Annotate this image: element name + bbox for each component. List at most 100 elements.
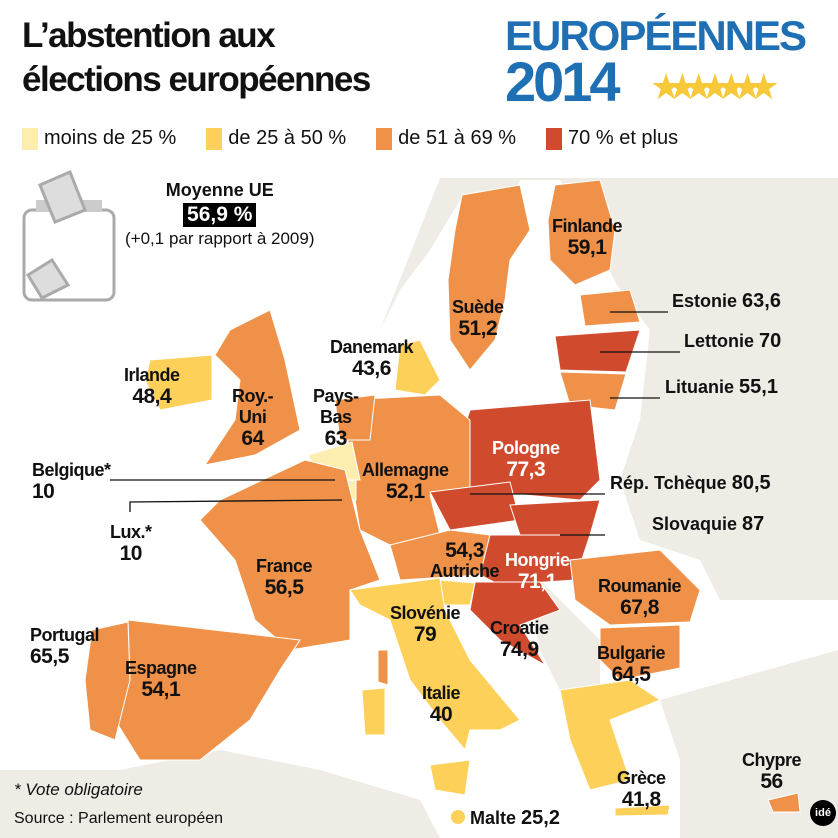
- legend-label: de 51 à 69 %: [398, 127, 517, 149]
- country-name: Uni: [238, 407, 267, 427]
- label-malte: Malte 25,2: [470, 807, 560, 830]
- country-italie-sicile: [429, 759, 471, 796]
- country-name: Chypre: [742, 750, 802, 770]
- country-name: Bulgarie: [597, 643, 666, 663]
- country-name: Hongrie: [505, 550, 570, 570]
- country-name: Croatie: [490, 618, 549, 638]
- legend-label: 70 % et plus: [568, 127, 679, 149]
- country-name: Lettonie: [684, 331, 754, 351]
- country-name: Espagne: [125, 658, 197, 678]
- label-finlande: Finlande 59,1: [552, 216, 623, 258]
- country-name: Pays-: [313, 386, 359, 406]
- country-value: 63: [324, 427, 348, 450]
- country-name: Portugal: [30, 625, 100, 645]
- country-irlande: [144, 354, 213, 411]
- country-slovaquie: [509, 499, 601, 536]
- country-value: 79: [413, 623, 437, 646]
- average-value: 56,9 %: [183, 203, 257, 227]
- country-value: 25,2: [521, 807, 560, 829]
- legend-swatch: [546, 127, 563, 150]
- page-title: L’abstention aux élections européennes: [22, 14, 371, 102]
- country-roumanie: [569, 549, 701, 626]
- country-value: 54,1: [141, 678, 181, 701]
- country-name: Roumanie: [598, 576, 682, 596]
- leader-lines: [110, 311, 680, 536]
- legend-swatch: [22, 127, 38, 150]
- country-value: 80,5: [731, 472, 771, 494]
- label-espagne: Espagne 54,1: [125, 658, 197, 700]
- country-value: 10: [32, 480, 55, 503]
- legend-label: de 25 à 50 %: [228, 127, 347, 149]
- country-value: 43,6: [352, 357, 391, 380]
- country-value: 54,3: [445, 539, 484, 562]
- country-name: Lux.*: [110, 522, 152, 542]
- country-name: Slovénie: [390, 603, 461, 623]
- country-name: Pologne: [492, 438, 560, 458]
- country-name: Italie: [422, 683, 461, 703]
- label-lettonie: Lettonie 70: [684, 330, 781, 353]
- label-italie: Italie 40: [422, 683, 461, 726]
- logo-line-2: 2014: [505, 50, 621, 113]
- label-slovaquie: Slovaquie 87: [652, 513, 764, 536]
- country-lituanie: [559, 371, 627, 411]
- country-slovenie: [439, 579, 476, 606]
- label-tcheque: Rép. Tchèque 80,5: [610, 472, 771, 495]
- country-name: Belgique*: [32, 460, 111, 480]
- label-royuni: Roy.- Uni 64: [232, 386, 274, 449]
- country-value: 87: [742, 513, 765, 535]
- country-value: 67,8: [620, 596, 659, 619]
- label-roumanie: Roumanie 67,8: [598, 576, 682, 619]
- label-belgique: Belgique* 10: [32, 460, 111, 502]
- country-name: Slovaquie: [652, 514, 738, 534]
- country-danemark: [394, 339, 441, 396]
- country-name: Irlande: [124, 365, 180, 385]
- title-line-2: élections européennes: [22, 60, 371, 99]
- country-lettonie: [554, 329, 641, 373]
- country-value: 40: [429, 703, 453, 726]
- ide-logo: idé: [810, 800, 836, 826]
- country-value: 64,5: [611, 663, 651, 686]
- legend-swatch: [376, 127, 393, 150]
- label-suede: Suède 51,2: [452, 297, 504, 339]
- label-croatie: Croatie 74,9: [490, 618, 549, 660]
- label-lux: Lux.* 10: [110, 522, 152, 564]
- source-credit: Source : Parlement européen: [14, 810, 224, 827]
- average-title: Moyenne UE: [165, 180, 274, 200]
- country-name: Suède: [452, 297, 504, 317]
- ballot-box-icon: [22, 170, 116, 302]
- country-royuni: [203, 309, 301, 466]
- country-grece-crete: [614, 804, 671, 817]
- country-suede: [447, 184, 531, 371]
- country-croatie: [469, 581, 561, 666]
- label-estonie: Estonie 63,6: [672, 290, 781, 313]
- title-line-1: L’abstention aux: [22, 16, 276, 55]
- country-value: 55,1: [739, 376, 778, 398]
- label-bulgarie: Bulgarie 64,5: [597, 643, 666, 686]
- country-value: 51,2: [458, 317, 498, 340]
- europeennes-2014-logo: EUROPÉENNES 2014 ★★★★★★★: [505, 12, 807, 113]
- country-name: Lituanie: [665, 377, 735, 397]
- legend-item: 70 % et plus: [546, 127, 678, 150]
- country-malte: [451, 810, 465, 824]
- legend-item: de 51 à 69 %: [376, 127, 516, 150]
- country-estonie: [579, 289, 641, 327]
- logo-line-1: EUROPÉENNES: [505, 12, 807, 59]
- country-name: France: [256, 556, 313, 576]
- country-finlande: [547, 179, 616, 286]
- legend: moins de 25 % de 25 à 50 % de 51 à 69 % …: [22, 127, 678, 150]
- country-name: Bas: [320, 407, 352, 427]
- country-name: Roy.-: [232, 386, 274, 406]
- legend-item: de 25 à 50 %: [206, 127, 346, 150]
- label-france: France 56,5: [256, 556, 313, 598]
- legend-label: moins de 25 %: [44, 127, 177, 149]
- country-value: 56: [760, 770, 783, 793]
- stars-icon: ★★★★★★★: [650, 66, 780, 107]
- country-value: 63,6: [742, 290, 781, 312]
- country-value: 74,9: [499, 638, 539, 661]
- eu-average: Moyenne UE 56,9 % (+0,1 par rapport à 20…: [125, 180, 314, 249]
- label-allemagne: Allemagne 52,1: [362, 460, 449, 502]
- country-name: Malte: [470, 808, 517, 828]
- label-paysbas: Pays- Bas 63: [313, 386, 359, 449]
- label-autriche: 54,3 Autriche: [430, 539, 500, 582]
- country-portugal: [84, 621, 131, 741]
